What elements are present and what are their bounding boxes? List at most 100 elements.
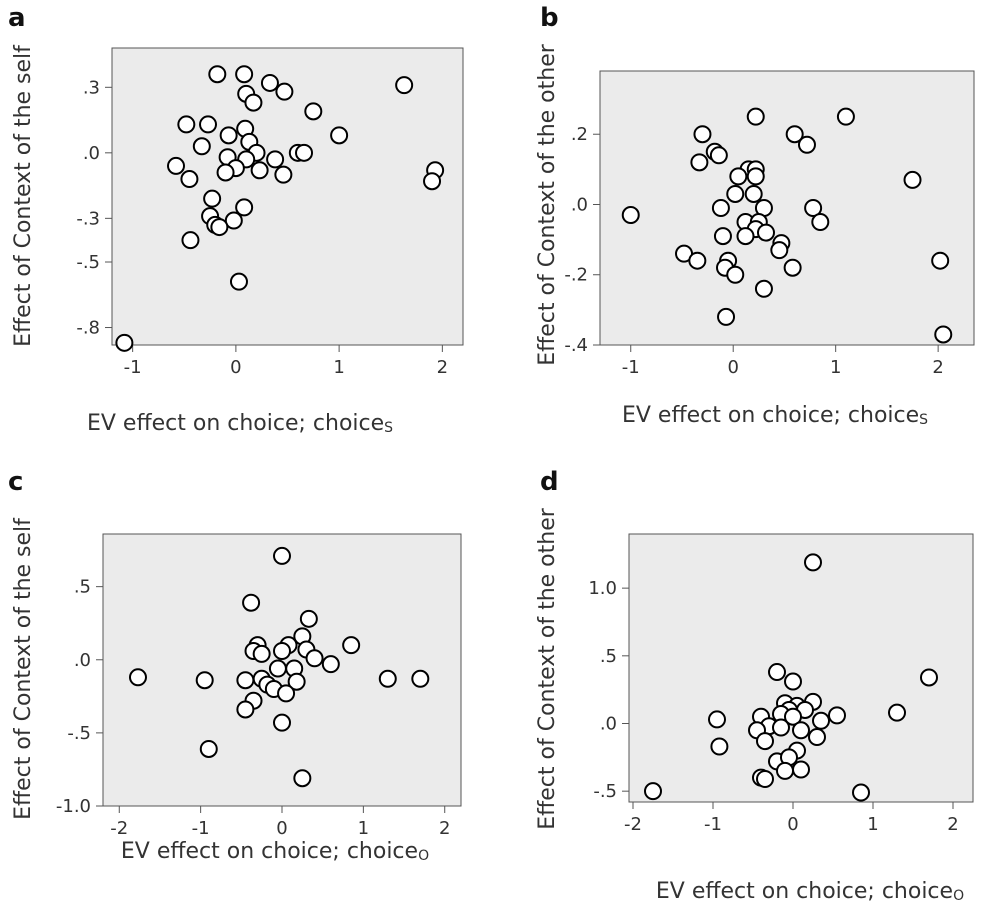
data-point-b <box>804 199 823 217</box>
data-point-b <box>756 223 775 242</box>
data-point-a <box>219 126 238 145</box>
data-point-b <box>717 307 736 326</box>
data-point-a <box>304 102 323 121</box>
data-point-c <box>236 671 255 690</box>
data-point-b <box>736 227 755 246</box>
data-point-b <box>811 213 830 232</box>
data-point-b <box>621 206 640 225</box>
x-tick-label-c: -2 <box>110 818 128 839</box>
data-point-b <box>690 153 709 172</box>
data-point-d <box>772 718 790 737</box>
data-point-c <box>199 739 218 758</box>
x-tick-label-b: -1 <box>622 357 640 378</box>
data-point-c <box>287 672 306 691</box>
data-point-d <box>804 553 822 572</box>
data-point-a <box>330 126 349 145</box>
data-point-c <box>273 713 291 732</box>
data-point-b <box>729 167 748 186</box>
data-point-d <box>710 737 729 756</box>
data-point-c <box>273 546 291 565</box>
data-point-c <box>268 659 287 678</box>
data-point-c <box>277 684 296 703</box>
data-point-c <box>411 669 430 688</box>
data-point-d <box>792 721 810 740</box>
data-point-a <box>180 170 199 189</box>
y-tick-label-c: .5 <box>74 577 91 598</box>
data-point-d <box>828 706 846 725</box>
x-tick-label-d: -2 <box>624 814 642 835</box>
y-tick-label-c: -1.0 <box>56 796 91 817</box>
x-tick-label-c: 2 <box>439 818 450 839</box>
y-tick-label-a: -.5 <box>76 252 100 273</box>
x-tick-label-c: 1 <box>358 818 369 839</box>
data-point-b <box>711 199 730 217</box>
data-point-d <box>808 728 826 747</box>
y-tick-label-b: .2 <box>571 124 588 145</box>
data-point-a <box>235 65 254 84</box>
x-tick-label-d: 2 <box>947 814 958 835</box>
data-point-b <box>713 227 732 246</box>
data-point-b <box>903 170 922 189</box>
data-point-b <box>934 325 953 344</box>
data-point-b <box>693 125 712 144</box>
data-point-a <box>224 211 243 230</box>
data-point-a <box>167 156 186 175</box>
x-tick-label-b: 2 <box>932 357 943 378</box>
data-point-a <box>203 189 222 208</box>
data-point-d <box>852 783 870 802</box>
data-point-a <box>275 82 294 101</box>
data-point-a <box>115 333 134 352</box>
data-point-c <box>128 668 147 687</box>
data-point-c <box>378 669 397 688</box>
y-tick-label-a: .3 <box>83 77 100 98</box>
data-point-c <box>195 671 214 690</box>
data-point-d <box>784 707 802 726</box>
data-point-d <box>644 782 662 801</box>
data-point-b <box>746 167 765 186</box>
data-point-c <box>242 593 261 612</box>
y-tick-label-a: .0 <box>83 143 100 164</box>
data-point-a <box>199 115 218 134</box>
data-point-d <box>768 663 786 682</box>
data-point-a <box>229 272 248 291</box>
data-point-c <box>236 700 255 719</box>
data-point-a <box>395 76 414 95</box>
x-axis-label-c: EV effect on choice; choiceO <box>121 839 429 864</box>
y-tick-label-c: -.5 <box>67 723 91 744</box>
data-point-a <box>250 161 269 180</box>
x-axis-label-b: EV effect on choice; choiceS <box>622 403 928 428</box>
data-point-d <box>920 668 938 687</box>
x-tick-label-a: 2 <box>437 357 448 378</box>
data-point-b <box>931 251 950 270</box>
y-tick-label-d: -.5 <box>593 781 617 802</box>
panel-a: a -1 0 1 2 .3 .0 -.3 -.5 -.8 EV effect on choice; … <box>8 3 464 436</box>
panel-letter-b: b <box>540 3 559 33</box>
plot-area-b <box>599 70 975 346</box>
data-point-b <box>726 265 745 284</box>
data-point-a <box>177 115 196 134</box>
x-tick-label-c: -1 <box>192 818 210 839</box>
y-tick-label-b: -.2 <box>564 265 588 286</box>
data-point-b <box>797 135 816 154</box>
data-point-d <box>756 769 774 788</box>
x-tick-label-a: 0 <box>230 357 241 378</box>
data-point-d <box>812 711 830 730</box>
data-point-b <box>783 258 802 277</box>
data-point-d <box>708 710 726 729</box>
data-point-a <box>274 165 293 184</box>
data-point-d <box>776 761 794 780</box>
data-point-c <box>252 644 271 663</box>
data-point-a <box>208 65 227 84</box>
data-point-b <box>785 125 804 144</box>
x-tick-label-b: 1 <box>830 357 841 378</box>
panel-letter-c: c <box>8 467 23 497</box>
panel-d: d -2 -1 0 1 2 1.0 .5 .0 -.5 EV effect on choice; c… <box>535 467 974 904</box>
data-point-a <box>260 73 279 92</box>
data-point-d <box>756 732 774 751</box>
data-point-b <box>709 146 728 165</box>
data-point-a <box>192 137 211 156</box>
data-point-c <box>273 641 291 660</box>
data-point-a <box>266 150 285 169</box>
panel-letter-d: d <box>540 467 559 497</box>
